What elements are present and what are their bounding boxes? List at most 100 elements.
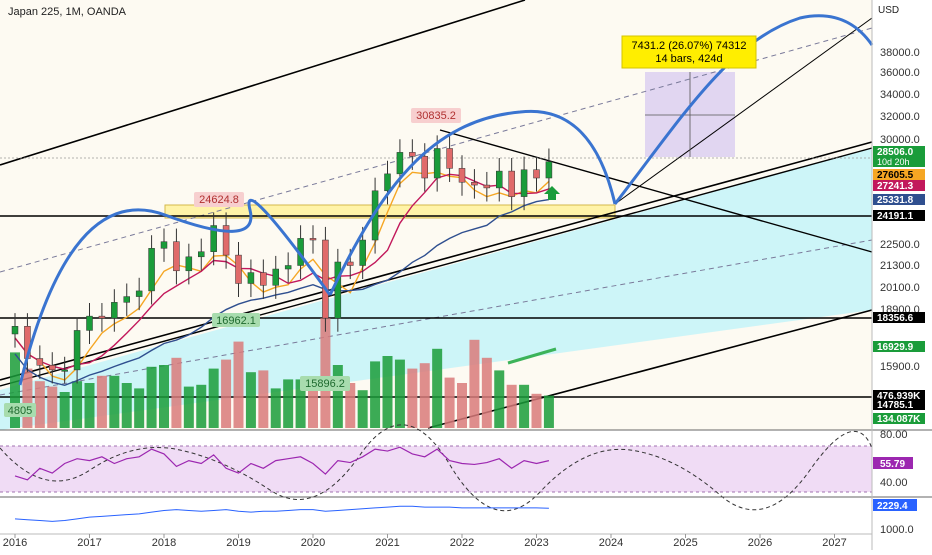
volume-bar xyxy=(183,386,194,428)
candle xyxy=(173,241,180,272)
volume-trend-arrow xyxy=(507,347,557,365)
price-tag-label: 134.087K xyxy=(877,414,921,425)
volume-bar xyxy=(109,375,120,428)
price-tag xyxy=(873,180,925,191)
candle xyxy=(222,225,230,256)
projection-trend-line xyxy=(614,17,873,205)
price-tag xyxy=(873,413,925,424)
y-tick-label: 32000.0 xyxy=(880,111,920,123)
candle xyxy=(61,369,68,372)
cycle-arc-2 xyxy=(328,109,617,296)
volume-bar xyxy=(407,368,418,428)
y-tick-label: 21300.0 xyxy=(880,260,920,272)
time-axis[interactable]: 2016 2017 2018 2019 2020 2021 2022 2023 2024 2025… xyxy=(3,534,847,549)
volume-bar xyxy=(457,383,467,428)
x-tick-label: 2016 xyxy=(3,537,27,549)
svg-text:7431.2 (26.07%) 74312: 7431.2 (26.07%) 74312 xyxy=(632,40,747,52)
price-tag xyxy=(873,210,925,221)
volume-bar xyxy=(506,384,517,428)
x-tick-label: 2017 xyxy=(77,537,101,549)
volume-bars xyxy=(10,318,554,428)
price-tag-label: 28506.0 xyxy=(877,147,914,158)
y-tick-label: 36000.0 xyxy=(880,67,920,79)
candle xyxy=(533,169,540,179)
price-tag-label: 18356.6 xyxy=(877,313,914,324)
candle xyxy=(322,239,329,319)
volume-bar xyxy=(308,381,318,428)
price-tag xyxy=(873,312,925,323)
candle xyxy=(284,265,292,270)
oscillator-line xyxy=(14,505,549,522)
candle xyxy=(421,156,428,179)
volume-bar xyxy=(494,370,505,428)
volume-bar xyxy=(345,383,356,428)
rsi-band xyxy=(0,446,872,492)
price-tag-label: 27605.5 xyxy=(877,170,914,181)
candle xyxy=(309,238,317,241)
price-tag-label: 476.939K xyxy=(877,391,921,402)
candle xyxy=(247,272,255,284)
volume-bar xyxy=(419,363,430,428)
volume-bar xyxy=(22,368,33,428)
candle xyxy=(458,168,466,183)
volume-bar xyxy=(444,377,455,428)
candle xyxy=(148,248,155,292)
candle xyxy=(198,251,205,258)
rsi-tag xyxy=(873,457,913,469)
volume-bar xyxy=(382,356,393,428)
volume-bar xyxy=(258,370,269,428)
candle xyxy=(11,326,19,335)
price-tag-label: 24191.1 xyxy=(877,211,914,222)
volume-bar xyxy=(320,318,331,428)
channel-mid-line-1 xyxy=(0,141,873,381)
ascending-zone xyxy=(0,148,872,430)
candle xyxy=(347,261,354,266)
candle xyxy=(160,241,168,249)
x-tick-label: 2027 xyxy=(822,537,846,549)
x-tick-label: 2025 xyxy=(673,537,697,549)
svg-text:15896.2: 15896.2 xyxy=(305,378,345,390)
oscillator-tag xyxy=(873,499,917,511)
cycle-arc-1 xyxy=(18,198,332,386)
moving-average-14 xyxy=(14,198,550,386)
y-tick-label: 34000.0 xyxy=(880,89,920,101)
volume-bar xyxy=(394,359,405,428)
candle xyxy=(483,184,491,189)
x-tick-label: 2023 xyxy=(524,537,548,549)
channel-mid-line-2 xyxy=(0,147,873,387)
cycle-arc-3 xyxy=(613,14,874,205)
volume-bar xyxy=(171,357,182,428)
price-tag xyxy=(873,341,925,352)
volume-bar xyxy=(481,357,492,428)
svg-text:16962.1: 16962.1 xyxy=(216,315,256,327)
price-tag-label: 14785.1 xyxy=(877,400,914,411)
rsi-tag-label: 40.00 xyxy=(880,477,908,489)
volume-bar xyxy=(221,359,232,428)
volume-bar xyxy=(121,383,132,428)
candle xyxy=(86,315,93,331)
candle xyxy=(235,254,242,284)
x-tick-label: 2019 xyxy=(226,537,250,549)
candle xyxy=(508,170,515,197)
svg-text:4805: 4805 xyxy=(8,405,32,417)
y-tick-label: 22500.0 xyxy=(880,239,920,251)
candle xyxy=(359,239,366,266)
x-tick-label: 2018 xyxy=(152,537,176,549)
y-tick-label: 1000.0 xyxy=(880,524,914,536)
label-30835: 30835.2 xyxy=(411,108,461,123)
candle xyxy=(433,148,441,179)
volume-bar xyxy=(370,361,381,428)
volume-bar xyxy=(245,372,256,428)
candle xyxy=(260,272,267,286)
y-tick-label: 15900.0 xyxy=(880,361,920,373)
price-axis[interactable]: 38000.0 36000.0 34000.0 32000.0 30000.0 22500… xyxy=(880,47,920,536)
rsi-line xyxy=(14,446,550,481)
price-tag xyxy=(873,169,925,180)
x-tick-label: 2022 xyxy=(450,537,474,549)
descending-trendline xyxy=(439,129,873,253)
y-tick-label: 38000.0 xyxy=(880,47,920,59)
candle xyxy=(73,330,81,371)
volume-bar xyxy=(531,393,542,428)
